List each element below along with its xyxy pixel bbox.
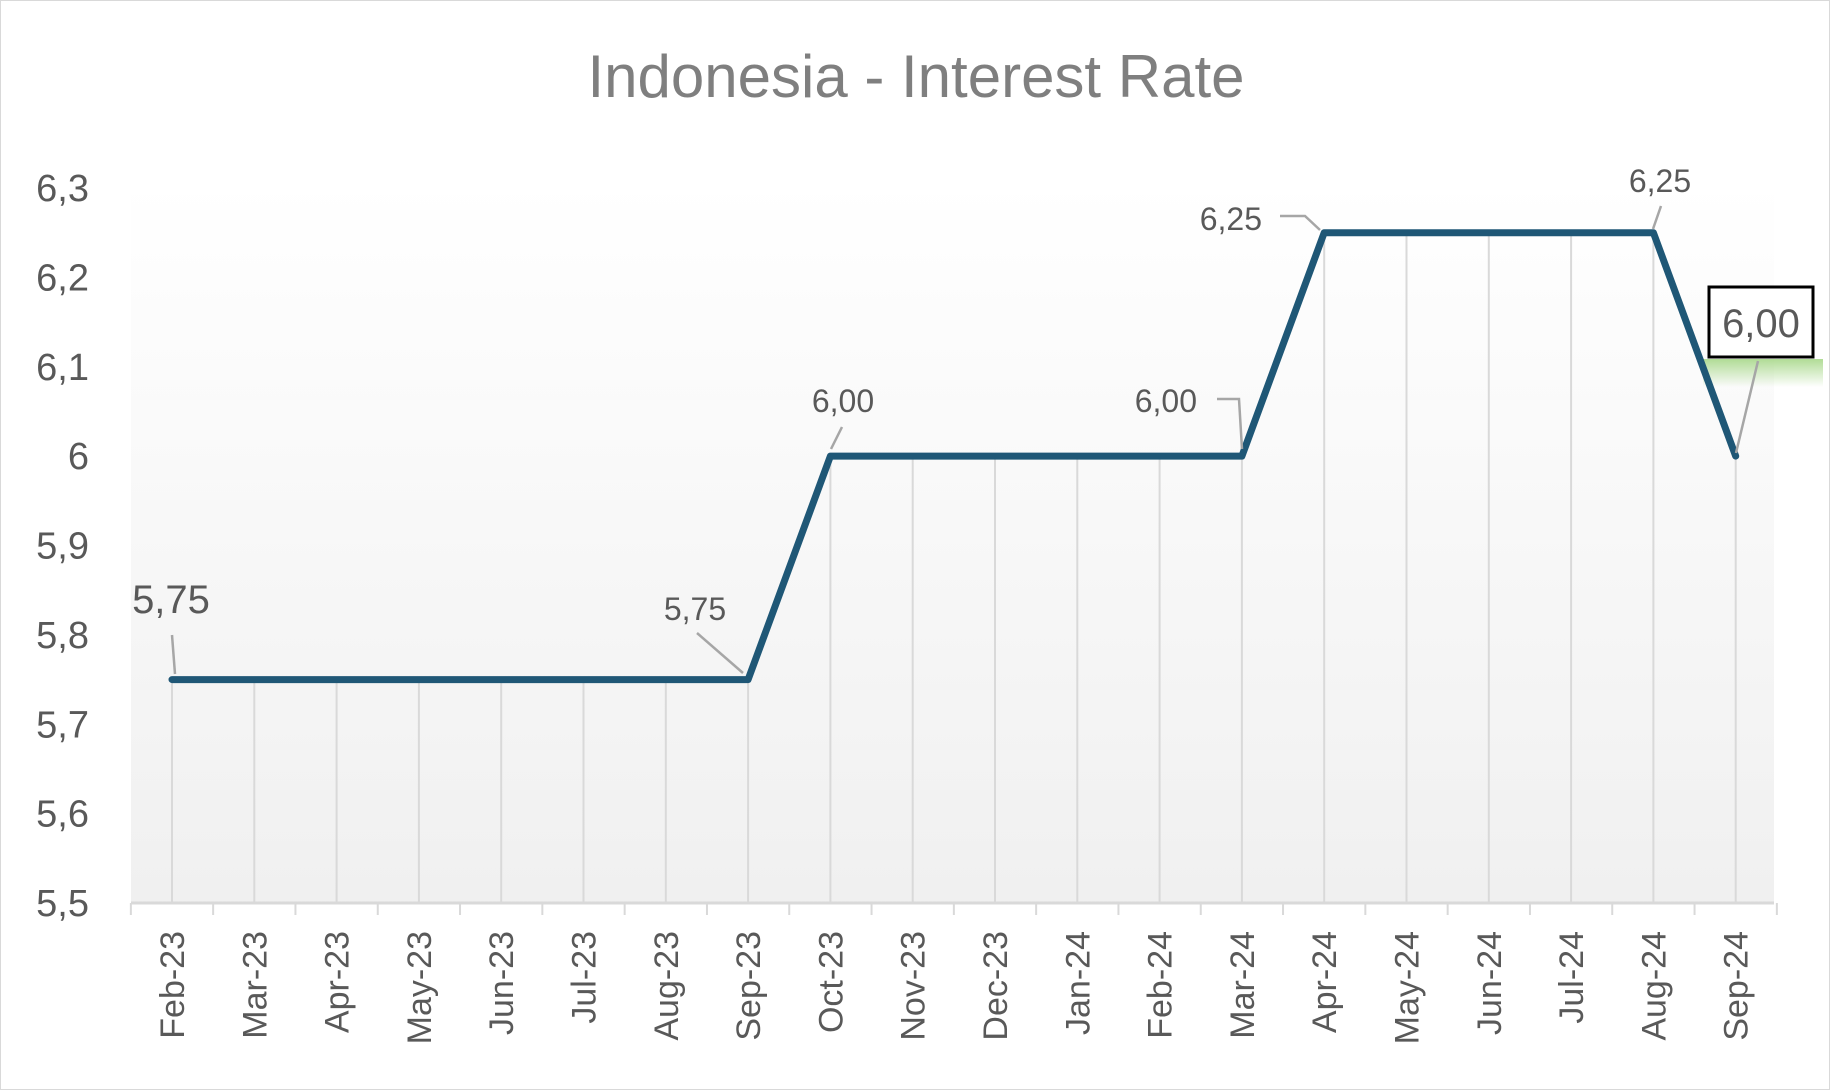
x-tick-label: Mar-24: [1224, 931, 1262, 1039]
x-axis-ticks: Feb-23 Mar-23 Apr-23 May-23 Jun-23 Jul-23 Aug-…: [154, 931, 1756, 1044]
x-tick-label: Oct-23: [812, 931, 850, 1033]
x-tick-label: Apr-23: [319, 931, 357, 1033]
y-tick-label: 6: [68, 436, 89, 478]
x-tick-label: May-23: [401, 931, 439, 1044]
x-tick-label: Mar-23: [236, 931, 274, 1039]
x-tick-label: Jun-24: [1471, 931, 1509, 1035]
data-label: 5,75: [664, 591, 726, 627]
data-label-box: [1707, 285, 1815, 359]
x-tick-label: Nov-23: [895, 931, 933, 1041]
data-label: 6,25: [1200, 201, 1262, 237]
y-tick-label: 6,2: [36, 257, 89, 299]
plot-area-background: [131, 181, 1774, 903]
x-tick-label: Sep-23: [730, 931, 768, 1041]
y-tick-label: 5,8: [36, 615, 89, 657]
data-labels: 5,75 5,75 6,00 6,00 6,25 6,25 6,00: [132, 163, 1815, 675]
x-tick-label: May-24: [1389, 931, 1427, 1044]
x-tick-label: Jan-24: [1059, 931, 1097, 1035]
y-tick-label: 5,7: [36, 704, 89, 746]
y-axis-ticks: 5,5 5,6 5,7 5,8 5,9 6 6,1 6,2 6,3: [36, 168, 89, 925]
x-tick-label: Feb-23: [154, 931, 192, 1039]
data-label-leader: [170, 634, 177, 675]
data-label-leader: [829, 426, 844, 450]
x-tick-label: Jul-24: [1553, 931, 1591, 1024]
data-label-leader: [1280, 214, 1321, 231]
series-line: [168, 229, 1740, 684]
x-tick-label: Dec-23: [977, 931, 1015, 1041]
x-tick-label: Apr-24: [1306, 931, 1344, 1033]
x-tick-label: Jun-23: [483, 931, 521, 1035]
x-tick-label: Jul-23: [566, 931, 604, 1024]
x-tick-label: Aug-24: [1635, 931, 1673, 1041]
data-label: 6,00: [1722, 302, 1800, 346]
data-label: 5,75: [132, 578, 210, 622]
y-tick-label: 5,9: [36, 526, 89, 568]
x-tick-label: Feb-24: [1142, 931, 1180, 1039]
series-layer: [168, 229, 1823, 684]
x-tick-label: Aug-23: [648, 931, 686, 1041]
data-label-leader: [1734, 360, 1760, 454]
data-label-leader: [696, 632, 744, 674]
data-label: 6,00: [812, 383, 874, 419]
x-tick-label: Sep-24: [1718, 931, 1756, 1041]
y-tick-label: 6,1: [36, 347, 89, 389]
data-label-leader: [1651, 205, 1663, 230]
y-tick-label: 5,6: [36, 794, 89, 836]
y-tick-label: 5,5: [36, 883, 89, 925]
y-tick-label: 6,3: [36, 168, 89, 210]
gridlines: [171, 232, 1737, 903]
last-value-highlight: [1703, 359, 1823, 387]
x-axis: [129, 901, 1778, 915]
chart-title: Indonesia - Interest Rate: [587, 43, 1244, 110]
data-label: 6,00: [1135, 383, 1197, 419]
data-label-leader: [1217, 397, 1244, 450]
data-label: 6,25: [1629, 163, 1691, 199]
